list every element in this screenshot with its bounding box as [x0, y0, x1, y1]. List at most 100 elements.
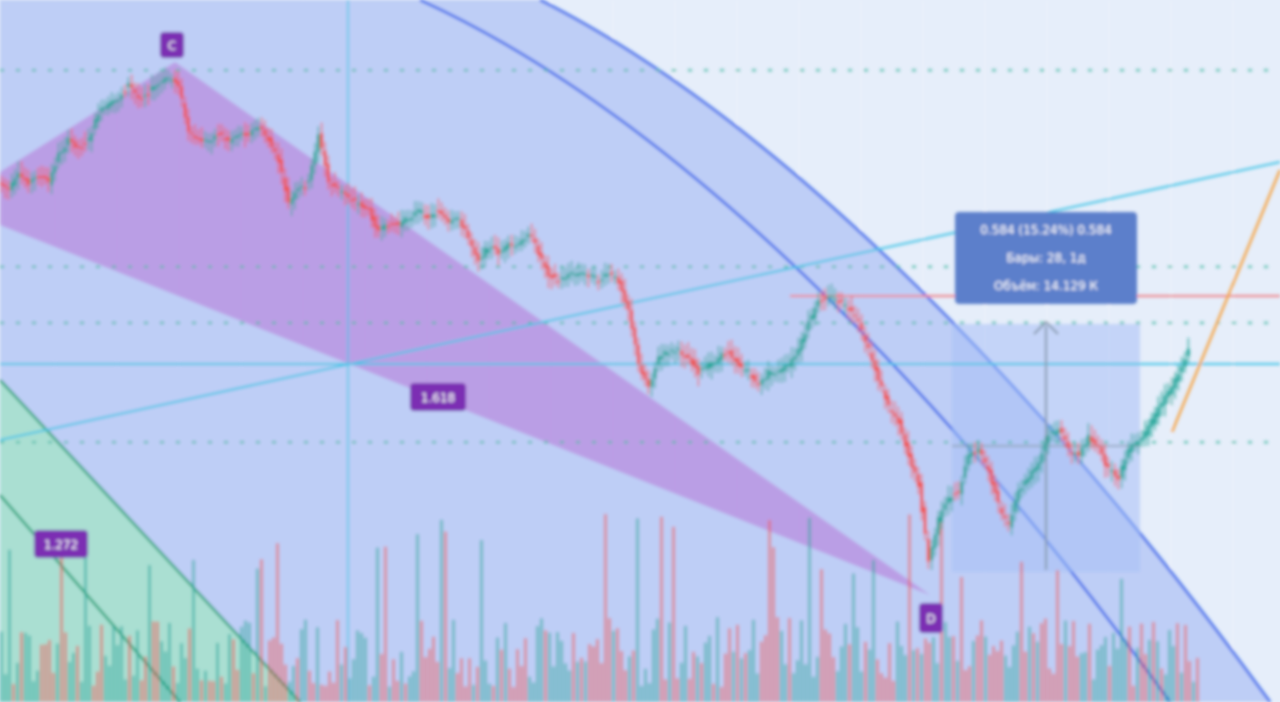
volume-bar — [112, 625, 115, 702]
candle — [746, 369, 750, 372]
candle — [483, 247, 487, 258]
volume-bar — [92, 685, 95, 702]
volume-bar — [828, 633, 831, 702]
volume-bar — [984, 636, 987, 702]
candle — [240, 132, 244, 135]
candle — [973, 452, 977, 455]
volume-bar — [1116, 648, 1119, 702]
volume-bar — [180, 643, 183, 702]
volume-bar — [580, 657, 583, 702]
candle — [153, 85, 157, 90]
candle — [333, 182, 337, 187]
candle — [13, 178, 17, 186]
candle — [170, 79, 174, 82]
volume-bar — [820, 569, 823, 702]
candle — [196, 137, 200, 140]
candle — [773, 373, 777, 376]
candle — [853, 314, 857, 317]
candle — [246, 133, 250, 136]
volume-bar — [1040, 623, 1043, 702]
volume-bar — [1112, 632, 1115, 702]
volume-bar — [1140, 623, 1143, 702]
volume-bar — [1160, 668, 1163, 702]
candle — [823, 297, 827, 300]
candle — [270, 137, 274, 148]
candle — [800, 338, 804, 351]
volume-bar — [1096, 649, 1099, 702]
volume-bar — [88, 625, 91, 702]
candle — [980, 449, 984, 456]
volume-bar — [808, 517, 811, 702]
volume-bar — [500, 649, 503, 702]
candle — [30, 179, 34, 183]
candle — [150, 86, 154, 91]
candle — [20, 173, 24, 178]
volume-bar — [52, 672, 55, 702]
volume-bar — [392, 659, 395, 702]
volume-bar — [732, 651, 735, 702]
candle — [456, 217, 460, 220]
candle — [913, 466, 917, 473]
volume-bar — [388, 686, 391, 702]
cyan-trend-line — [0, 161, 1280, 441]
candle — [420, 209, 424, 214]
volume-bar — [1004, 655, 1007, 702]
volume-bar — [848, 644, 851, 702]
candle — [866, 343, 870, 349]
candle — [263, 129, 267, 136]
candle — [780, 368, 784, 373]
candle — [453, 217, 457, 220]
candle — [336, 186, 340, 189]
candle — [970, 451, 974, 457]
volume-bar — [1032, 633, 1035, 702]
volume-bar — [768, 520, 771, 702]
volume-bar — [264, 686, 267, 702]
volume-bar — [652, 629, 655, 702]
candle — [193, 135, 197, 139]
volume-bar — [100, 624, 103, 702]
volume-bar — [720, 686, 723, 702]
candle — [473, 246, 477, 255]
volume-bar — [192, 559, 195, 702]
volume-bar — [784, 664, 787, 702]
candle — [860, 322, 864, 330]
volume-bar — [404, 683, 407, 702]
volume-bar — [548, 632, 551, 702]
candle — [426, 214, 430, 219]
candle — [220, 132, 224, 135]
volume-bar — [1172, 645, 1175, 702]
candle — [1126, 448, 1130, 459]
candle — [126, 83, 130, 88]
candle — [190, 132, 194, 135]
label-d: D — [926, 612, 935, 626]
volume-bar — [256, 568, 259, 702]
candle — [766, 369, 770, 380]
candle — [570, 271, 574, 275]
volume-bar — [224, 683, 227, 702]
volume-bar — [280, 643, 283, 702]
candle — [403, 217, 407, 224]
candle — [943, 503, 947, 510]
volume-bar — [572, 632, 575, 702]
candle — [1186, 349, 1190, 356]
candle — [46, 177, 50, 182]
candle — [520, 239, 524, 246]
volume-bar — [1044, 618, 1047, 702]
candle — [233, 136, 237, 139]
candle — [840, 299, 844, 302]
volume-bar — [544, 630, 547, 702]
volume-bar — [804, 664, 807, 702]
candle — [53, 165, 57, 173]
candle — [56, 152, 60, 163]
candle — [450, 219, 454, 224]
candle — [886, 395, 890, 406]
candle — [290, 198, 294, 205]
tooltip-line-1: 0.584 (15.24%) 0.584 — [980, 223, 1111, 237]
candle — [323, 150, 327, 166]
volume-bar — [188, 628, 191, 702]
candle — [66, 137, 70, 146]
volume-bar — [4, 674, 7, 702]
volume-bar — [724, 653, 727, 702]
candle — [776, 370, 780, 373]
candle — [146, 93, 150, 96]
